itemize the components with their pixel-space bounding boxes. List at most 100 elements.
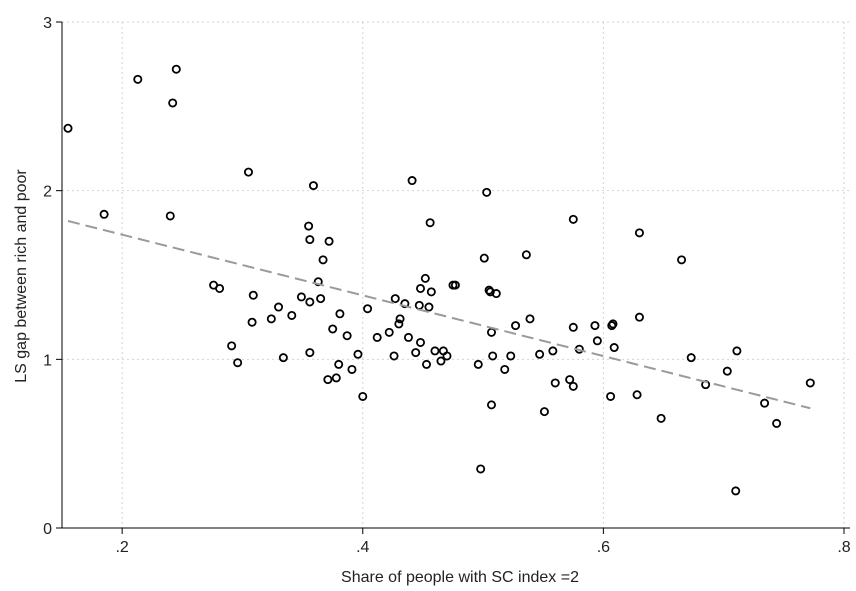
scatter-point bbox=[632, 390, 642, 400]
scatter-point bbox=[305, 297, 315, 307]
scatter-point bbox=[342, 331, 352, 341]
scatter-point bbox=[500, 364, 510, 374]
scatter-point bbox=[450, 280, 460, 290]
scatter-point bbox=[511, 321, 521, 331]
scatter-point bbox=[324, 236, 334, 246]
scatter-point bbox=[313, 277, 323, 287]
scatter-point bbox=[476, 464, 486, 474]
scatter-point bbox=[525, 314, 535, 324]
scatter-point bbox=[677, 255, 687, 265]
scatter-point bbox=[248, 290, 258, 300]
scatter-point bbox=[416, 283, 426, 293]
scatter-point bbox=[422, 359, 432, 369]
scatter-point bbox=[227, 341, 237, 351]
scatter-point bbox=[278, 353, 288, 363]
scatter-point bbox=[486, 400, 496, 410]
scatter-point bbox=[316, 294, 326, 304]
scatter-point bbox=[335, 309, 345, 319]
scatter-point bbox=[568, 381, 578, 391]
scatter-point bbox=[608, 319, 618, 329]
scatter-point bbox=[363, 304, 373, 314]
scatter-point bbox=[634, 312, 644, 322]
data-points bbox=[63, 64, 815, 496]
scatter-point bbox=[334, 359, 344, 369]
scatter-point bbox=[568, 214, 578, 224]
scatter-point bbox=[394, 319, 404, 329]
scatter-point bbox=[430, 346, 440, 356]
x-tick-label: .8 bbox=[837, 539, 850, 556]
scatter-point bbox=[590, 321, 600, 331]
scatter-point bbox=[305, 348, 315, 358]
scatter-point bbox=[606, 391, 616, 401]
scatter-point bbox=[358, 391, 368, 401]
scatter-point bbox=[521, 250, 531, 260]
y-tick-label: 3 bbox=[43, 15, 52, 32]
scatter-point bbox=[416, 337, 426, 347]
x-tick-label: .2 bbox=[115, 539, 128, 556]
scatter-point bbox=[353, 349, 363, 359]
scatter-point bbox=[482, 187, 492, 197]
x-axis-title: Share of people with SC index =2 bbox=[341, 569, 579, 586]
scatter-point bbox=[506, 351, 516, 361]
scatter-point bbox=[479, 253, 489, 263]
scatter-point bbox=[63, 123, 73, 133]
scatter-point bbox=[442, 351, 452, 361]
scatter-point bbox=[548, 346, 558, 356]
scatter-point bbox=[686, 353, 696, 363]
scatter-point bbox=[420, 273, 430, 283]
scatter-point bbox=[535, 349, 545, 359]
scatter-point bbox=[215, 283, 225, 293]
scatter-point bbox=[592, 336, 602, 346]
scatter-point bbox=[722, 366, 732, 376]
scatter-point bbox=[323, 375, 333, 385]
scatter-point bbox=[305, 235, 315, 245]
y-axis-title: LS gap between rich and poor bbox=[13, 169, 30, 383]
scatter-point bbox=[390, 294, 400, 304]
scatter-point bbox=[656, 413, 666, 423]
scatter-point bbox=[318, 255, 328, 265]
scatter-point bbox=[274, 302, 284, 312]
scatter-point bbox=[395, 314, 405, 324]
y-tick-label: 0 bbox=[43, 521, 52, 538]
scatter-point bbox=[389, 351, 399, 361]
x-tick-label: .4 bbox=[356, 539, 369, 556]
scatter-point bbox=[731, 486, 741, 496]
y-tick-label: 2 bbox=[43, 184, 52, 201]
scatter-point bbox=[331, 373, 341, 383]
scatter-point bbox=[539, 407, 549, 417]
scatter-point bbox=[486, 327, 496, 337]
y-tick-label: 1 bbox=[43, 352, 52, 369]
grid bbox=[62, 21, 850, 529]
scatter-point bbox=[266, 314, 276, 324]
scatter-point bbox=[308, 181, 318, 191]
scatter-point bbox=[171, 64, 181, 74]
scatter-point bbox=[568, 322, 578, 332]
scatter-point bbox=[772, 418, 782, 428]
scatter-point bbox=[473, 359, 483, 369]
scatter-point bbox=[424, 302, 434, 312]
scatter-point bbox=[233, 358, 243, 368]
scatter-point bbox=[488, 351, 498, 361]
scatter-point bbox=[403, 332, 413, 342]
x-tick-label: .6 bbox=[597, 539, 610, 556]
scatter-point bbox=[328, 324, 338, 334]
scatter-point bbox=[384, 327, 394, 337]
scatter-point bbox=[296, 292, 306, 302]
scatter-point bbox=[414, 300, 424, 310]
scatter-point bbox=[133, 74, 143, 84]
scatter-point bbox=[407, 176, 417, 186]
scatter-point bbox=[609, 343, 619, 353]
scatter-point bbox=[372, 332, 382, 342]
scatter-point bbox=[550, 378, 560, 388]
scatter-point bbox=[287, 310, 297, 320]
scatter-point bbox=[347, 364, 357, 374]
scatter-point bbox=[760, 398, 770, 408]
scatter-point bbox=[411, 348, 421, 358]
scatter-point bbox=[400, 299, 410, 309]
scatter-point bbox=[732, 346, 742, 356]
scatter-point bbox=[805, 378, 815, 388]
scatter-point bbox=[247, 317, 257, 327]
scatter-point bbox=[565, 375, 575, 385]
fitted-trend-line bbox=[67, 220, 811, 410]
